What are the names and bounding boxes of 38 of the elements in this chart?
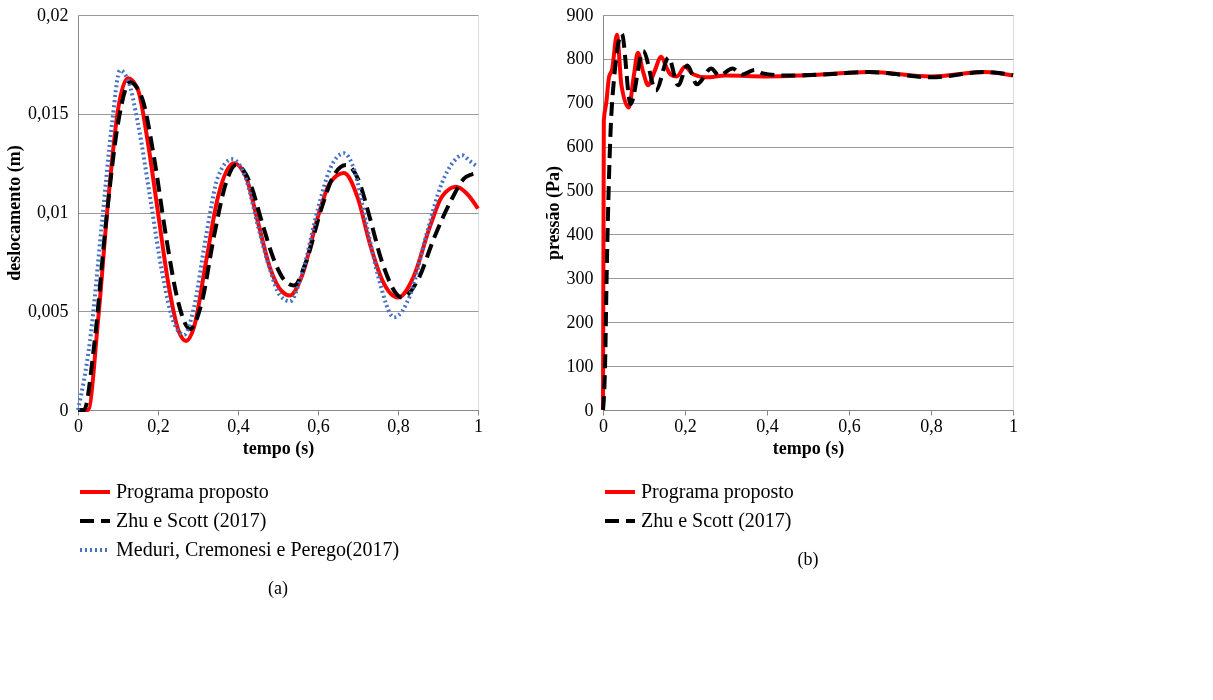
x-tick-label: 0,6 bbox=[307, 415, 330, 436]
x-tick-label: 0,2 bbox=[147, 415, 170, 436]
y-tick-label: 100 bbox=[566, 355, 594, 376]
x-tick-label: 0,4 bbox=[756, 415, 779, 436]
y-tick-label: 0,02 bbox=[37, 4, 69, 25]
x-tick-label: 0,4 bbox=[227, 415, 250, 436]
y-tick-label: 0,01 bbox=[37, 202, 69, 222]
legend-label: Programa proposto bbox=[116, 480, 269, 503]
y-tick-label: 0,005 bbox=[28, 300, 69, 321]
y-tick-label: 800 bbox=[566, 48, 594, 69]
y-tick-label: 0 bbox=[59, 399, 69, 420]
y-tick-label: 0,015 bbox=[28, 103, 69, 124]
y-tick-label: 900 bbox=[566, 4, 594, 25]
legend-label: Programa proposto bbox=[641, 480, 794, 503]
legend-label: Meduri, Cremonesi e Perego(2017) bbox=[116, 538, 400, 561]
y-tick-label: 700 bbox=[566, 92, 594, 113]
x-tick-label: 0 bbox=[599, 415, 608, 436]
y-tick-label: 200 bbox=[566, 311, 594, 332]
x-tick-label: 0,8 bbox=[387, 415, 410, 436]
text: (b) bbox=[797, 549, 819, 570]
x-tick-label: 1 bbox=[1009, 415, 1018, 436]
x-tick-label: 0,8 bbox=[920, 415, 943, 436]
y-axis-title: pressão (Pa) bbox=[542, 165, 564, 261]
x-tick-label: 0,6 bbox=[838, 415, 861, 436]
x-tick-label: 0 bbox=[74, 415, 83, 436]
y-axis-title: deslocamento (m) bbox=[4, 145, 25, 281]
x-tick-label: 0,2 bbox=[674, 415, 697, 436]
y-tick-label: 300 bbox=[566, 267, 594, 288]
y-tick-label: 0 bbox=[584, 399, 594, 420]
x-tick-label: 1 bbox=[474, 415, 483, 436]
legend-label: Zhu e Scott (2017) bbox=[116, 509, 267, 532]
x-axis-title: tempo (s) bbox=[772, 437, 845, 459]
x-axis-title: tempo (s) bbox=[242, 437, 315, 459]
text: (a) bbox=[268, 578, 288, 599]
legend-label: Zhu e Scott (2017) bbox=[641, 509, 792, 532]
y-tick-label: 600 bbox=[566, 136, 594, 157]
y-tick-label: 400 bbox=[566, 223, 594, 244]
y-tick-label: 500 bbox=[566, 180, 594, 201]
